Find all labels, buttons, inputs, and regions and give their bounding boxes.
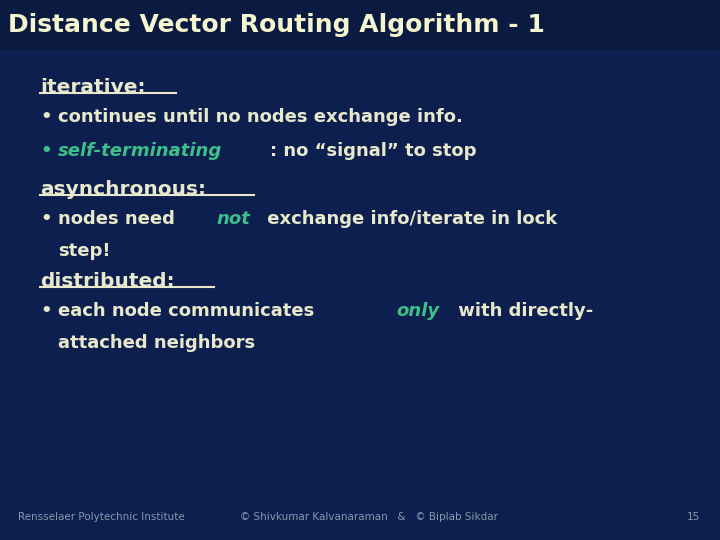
Text: Rensselaer Polytechnic Institute: Rensselaer Polytechnic Institute <box>18 512 185 522</box>
Text: •: • <box>40 302 52 320</box>
Text: with directly-: with directly- <box>452 302 593 320</box>
Text: exchange info/iterate in lock: exchange info/iterate in lock <box>261 210 557 228</box>
Text: •: • <box>40 210 52 228</box>
Text: iterative:: iterative: <box>40 78 145 97</box>
Text: attached neighbors: attached neighbors <box>58 334 255 352</box>
Text: not: not <box>217 210 251 228</box>
Text: each node communicates: each node communicates <box>58 302 320 320</box>
Text: only: only <box>397 302 440 320</box>
Text: self-terminating: self-terminating <box>58 142 222 160</box>
Text: 15: 15 <box>687 512 700 522</box>
Text: •: • <box>40 108 52 126</box>
Text: step!: step! <box>58 242 110 260</box>
Text: nodes need: nodes need <box>58 210 181 228</box>
Text: asynchronous:: asynchronous: <box>40 180 206 199</box>
Text: © Shivkumar Kalvanaraman   &   © Biplab Sikdar: © Shivkumar Kalvanaraman & © Biplab Sikd… <box>240 512 498 522</box>
Bar <box>0 0 720 50</box>
Text: : no “signal” to stop: : no “signal” to stop <box>270 142 477 160</box>
Text: continues until no nodes exchange info.: continues until no nodes exchange info. <box>58 108 463 126</box>
Text: Distance Vector Routing Algorithm - 1: Distance Vector Routing Algorithm - 1 <box>8 13 545 37</box>
Text: •: • <box>40 142 52 160</box>
Text: distributed:: distributed: <box>40 272 175 291</box>
